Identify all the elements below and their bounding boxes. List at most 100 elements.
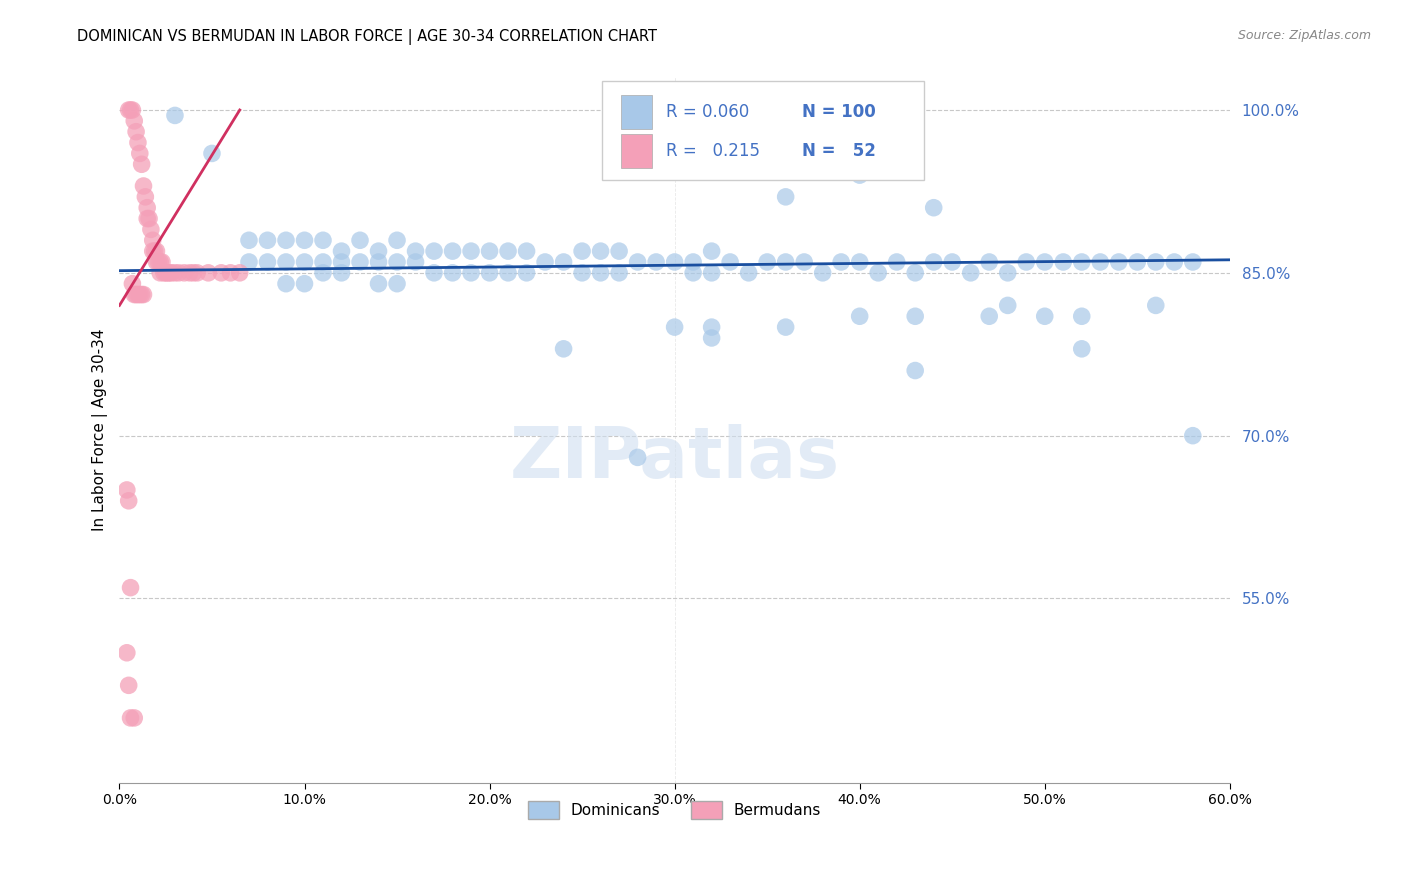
Point (868, 266, 890, 280)
Point (811, 266, 834, 280)
Point (886, 255, 908, 269)
Point (131, 287, 153, 301)
Point (294, 255, 316, 269)
Point (134, 190, 156, 204)
Text: N = 100: N = 100 (803, 103, 876, 121)
Y-axis label: In Labor Force | Age 30-34: In Labor Force | Age 30-34 (93, 329, 108, 532)
Point (120, 711, 142, 725)
Point (330, 266, 353, 280)
Point (138, 211, 160, 226)
Point (904, 266, 927, 280)
Point (700, 331, 723, 345)
Point (571, 266, 593, 280)
Point (441, 244, 464, 259)
Point (209, 266, 232, 280)
Point (115, 483, 138, 497)
Point (238, 233, 260, 247)
Point (229, 266, 252, 280)
Point (1090, 255, 1112, 269)
Point (1015, 255, 1038, 269)
Point (941, 255, 963, 269)
Point (145, 244, 167, 259)
Point (830, 255, 852, 269)
Point (127, 287, 149, 301)
Point (120, 581, 142, 595)
Text: DOMINICAN VS BERMUDAN IN LABOR FORCE | AGE 30-34 CORRELATION CHART: DOMINICAN VS BERMUDAN IN LABOR FORCE | A… (77, 29, 658, 45)
Point (756, 255, 779, 269)
Point (664, 320, 686, 334)
Point (139, 222, 162, 236)
Point (904, 363, 927, 377)
Point (848, 168, 870, 182)
Point (367, 244, 389, 259)
Point (125, 287, 148, 301)
Point (183, 266, 205, 280)
Point (664, 255, 686, 269)
Point (121, 277, 143, 291)
Point (385, 277, 408, 291)
Point (1052, 255, 1074, 269)
Text: ZIPatlas: ZIPatlas (509, 424, 839, 493)
Point (1108, 255, 1130, 269)
Point (160, 266, 183, 280)
Point (349, 233, 371, 247)
Point (1033, 310, 1056, 324)
Point (122, 711, 145, 725)
Point (163, 266, 186, 280)
Text: R = 0.060: R = 0.060 (665, 103, 749, 121)
Point (460, 244, 482, 259)
Point (1163, 255, 1185, 269)
Point (201, 146, 224, 161)
Point (349, 255, 371, 269)
Point (163, 108, 186, 122)
Point (274, 277, 297, 291)
Point (128, 287, 150, 301)
Point (115, 646, 138, 660)
Point (256, 255, 278, 269)
Point (571, 244, 593, 259)
Point (1070, 255, 1092, 269)
Point (125, 125, 148, 139)
Point (626, 450, 648, 465)
Point (294, 277, 316, 291)
Point (122, 287, 145, 301)
Point (793, 255, 815, 269)
Point (219, 266, 242, 280)
Point (1181, 255, 1204, 269)
Point (118, 678, 141, 692)
Point (423, 244, 446, 259)
Point (157, 266, 180, 280)
Point (626, 255, 648, 269)
Point (516, 244, 538, 259)
Text: R =   0.215: R = 0.215 (665, 142, 759, 160)
Point (405, 244, 427, 259)
Point (312, 233, 335, 247)
Point (385, 233, 408, 247)
Point (330, 255, 353, 269)
Legend: Dominicans, Bermudans: Dominicans, Bermudans (522, 795, 827, 825)
Point (142, 244, 165, 259)
Point (516, 266, 538, 280)
Point (143, 244, 166, 259)
Point (330, 244, 353, 259)
Point (156, 266, 179, 280)
Point (848, 255, 870, 269)
Point (131, 157, 153, 171)
Point (367, 277, 389, 291)
Point (145, 255, 167, 269)
Point (478, 244, 501, 259)
Point (121, 103, 143, 117)
Point (700, 320, 723, 334)
Point (128, 146, 150, 161)
FancyBboxPatch shape (602, 81, 925, 180)
Point (1126, 255, 1149, 269)
Point (904, 310, 927, 324)
Point (149, 255, 172, 269)
Point (589, 266, 612, 280)
Point (405, 255, 427, 269)
Point (132, 287, 155, 301)
Point (700, 266, 723, 280)
Point (775, 255, 797, 269)
Point (274, 233, 297, 247)
Point (136, 201, 159, 215)
